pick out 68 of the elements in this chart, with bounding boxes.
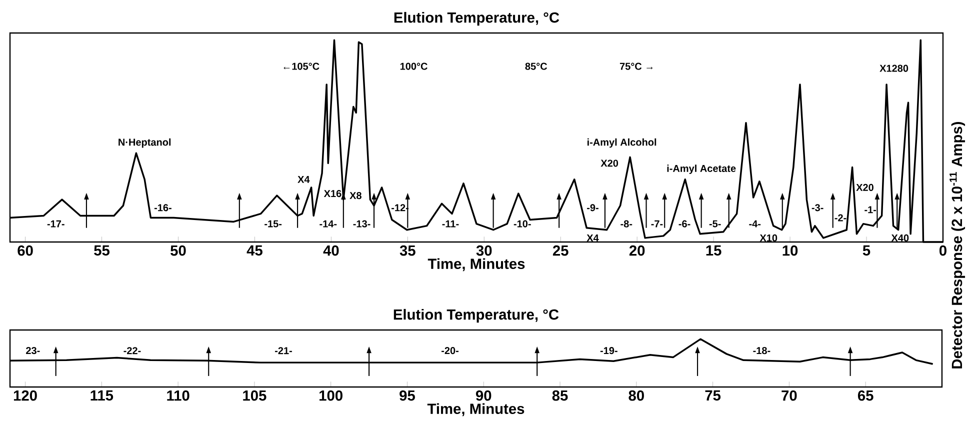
annotation: -10- bbox=[514, 220, 531, 228]
annotation: -22- bbox=[124, 347, 141, 354]
annotation: -14- bbox=[320, 220, 337, 228]
chart-title: Elution Temperature, °C bbox=[394, 308, 559, 323]
annotation: -18- bbox=[753, 347, 770, 354]
x-tick-label: 25 bbox=[552, 245, 568, 256]
x-tick-label: 15 bbox=[706, 245, 722, 256]
x-tick-label: 80 bbox=[628, 390, 644, 401]
annotation: X1280 bbox=[880, 64, 908, 72]
x-tick-label: 5 bbox=[862, 245, 870, 256]
x-tick-label: 100 bbox=[320, 390, 342, 401]
annotation: -9- bbox=[587, 204, 598, 212]
annotation: -4- bbox=[749, 220, 761, 228]
x-tick-label: 30 bbox=[476, 245, 492, 256]
annotation: -15- bbox=[264, 220, 282, 228]
annotation: -5- bbox=[709, 220, 721, 228]
annotation: N·Heptanol bbox=[118, 138, 171, 148]
annotation: X4 bbox=[586, 234, 599, 242]
annotation: -11- bbox=[442, 220, 459, 228]
annotation: X40 bbox=[891, 234, 909, 242]
x-tick-label: 105 bbox=[243, 390, 266, 401]
x-tick-label: 65 bbox=[858, 390, 874, 401]
x-tick-label: 75 bbox=[705, 390, 721, 401]
annotation: -2- bbox=[834, 214, 846, 222]
annotation: X16 bbox=[324, 190, 342, 198]
x-tick-label: 110 bbox=[167, 390, 190, 401]
annotation: ←105°C bbox=[284, 62, 320, 70]
annotation: X4 bbox=[298, 176, 310, 183]
x-tick-label: 120 bbox=[14, 390, 37, 401]
annotation: -16- bbox=[154, 204, 172, 212]
x-tick-label: 35 bbox=[400, 245, 416, 256]
annotation: 85°C bbox=[525, 62, 548, 70]
annotation: X20 bbox=[856, 184, 874, 192]
x-tick-label: 20 bbox=[629, 245, 645, 256]
annotation: i-Amyl Acetate bbox=[667, 164, 736, 174]
annotation: -7- bbox=[651, 220, 663, 228]
annotation: X10 bbox=[760, 234, 778, 242]
x-tick-label: 95 bbox=[400, 390, 415, 401]
annotation: 23- bbox=[26, 347, 40, 354]
annotation: 100°C bbox=[400, 62, 428, 70]
x-tick-label: 10 bbox=[782, 245, 798, 256]
annotation: -1- bbox=[864, 206, 876, 214]
x-tick-label: 60 bbox=[18, 245, 33, 256]
annotation: -8- bbox=[620, 220, 632, 228]
x-tick-label: 45 bbox=[246, 245, 262, 256]
annotation: X8 bbox=[350, 192, 362, 200]
annotation: -6- bbox=[678, 220, 690, 228]
annotation: 75°C → bbox=[620, 62, 653, 70]
x-tick-label: 0 bbox=[939, 245, 946, 256]
x-tick-label: 115 bbox=[90, 390, 114, 401]
x-tick-label: 70 bbox=[782, 390, 797, 401]
x-tick-label: 85 bbox=[552, 390, 568, 401]
annotation: i-Amyl Alcohol bbox=[587, 138, 656, 148]
x-tick-label: 50 bbox=[170, 245, 186, 256]
y-axis-title: Detector Response (2 x 10$^{-11}$ Amps) bbox=[950, 122, 966, 368]
x-axis-title: Time, Minutes bbox=[428, 258, 525, 272]
annotation: -17- bbox=[47, 220, 64, 228]
annotation: -3- bbox=[812, 204, 824, 212]
chart-title: Elution Temperature, °C bbox=[394, 12, 560, 26]
annotation: -21- bbox=[274, 347, 292, 354]
annotation: X20 bbox=[600, 160, 618, 167]
x-axis-title: Time, Minutes bbox=[427, 403, 524, 416]
x-tick-label: 55 bbox=[94, 245, 110, 256]
x-tick-label: 90 bbox=[476, 390, 492, 401]
annotation: -19- bbox=[600, 347, 618, 354]
x-tick-label: 40 bbox=[323, 245, 339, 256]
annotation: -20- bbox=[442, 347, 458, 354]
annotation: -13- bbox=[353, 220, 370, 228]
